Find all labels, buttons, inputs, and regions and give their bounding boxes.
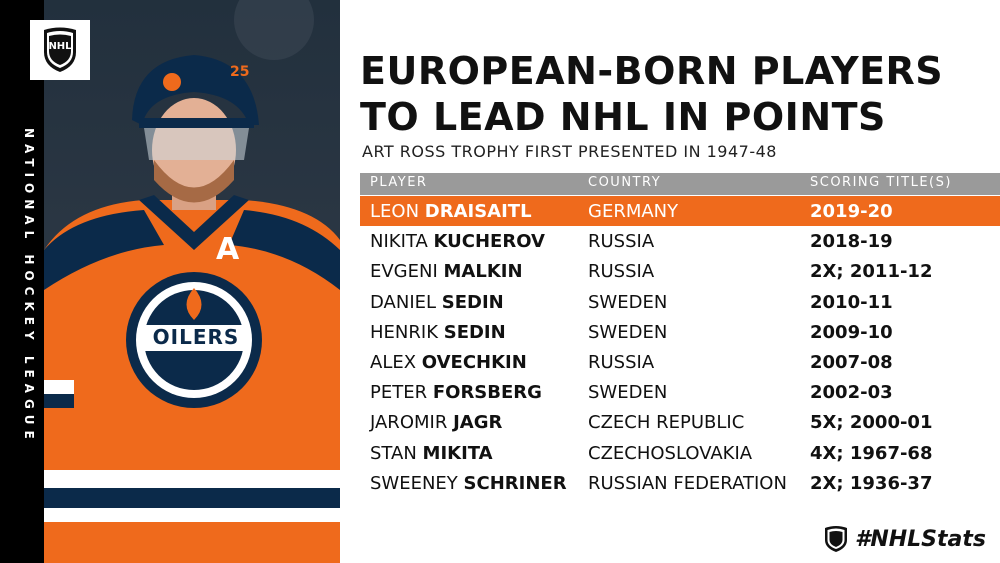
player-last-name: SEDIN xyxy=(441,291,504,313)
player-name: DANIEL SEDIN xyxy=(370,292,504,313)
table-row: PETER FORSBERG SWEDEN 2002-03 xyxy=(360,377,1000,407)
player-titles: 2X; 1936-37 xyxy=(810,472,933,494)
player-name: SWEENEY SCHRINER xyxy=(370,473,567,494)
table-row: LEON DRAISAITL GERMANY 2019-20 xyxy=(360,196,1000,227)
player-last-name: SEDIN xyxy=(443,321,506,343)
player-country: CZECH REPUBLIC xyxy=(588,412,745,434)
nhl-shield-icon xyxy=(825,526,848,552)
player-first-name: HENRIK xyxy=(370,321,438,343)
player-name: PETER FORSBERG xyxy=(370,382,542,403)
player-name: HENRIK SEDIN xyxy=(370,322,506,343)
helmet-number: 25 xyxy=(230,64,250,80)
player-last-name: KUCHEROV xyxy=(433,231,545,253)
player-country: SWEDEN xyxy=(588,321,668,343)
player-first-name: STAN xyxy=(370,442,417,464)
jersey-text: OILERS xyxy=(152,325,240,349)
table-header: PLAYER COUNTRY SCORING TITLE(S) xyxy=(360,173,1000,195)
nhl-logo-text: NHL xyxy=(48,41,72,52)
player-name: STAN MIKITA xyxy=(370,443,493,464)
captain-letter: A xyxy=(216,232,240,267)
table-row: NIKITA KUCHEROV RUSSIA 2018-19 xyxy=(360,226,1000,256)
player-country: SWEDEN xyxy=(588,291,668,313)
player-titles: 2018-19 xyxy=(810,231,893,253)
player-titles: 5X; 2000-01 xyxy=(810,412,933,434)
player-last-name: JAGR xyxy=(453,412,503,434)
player-first-name: NIKITA xyxy=(370,231,428,253)
player-name: NIKITA KUCHEROV xyxy=(370,231,545,252)
player-first-name: SWEENEY xyxy=(370,472,458,494)
player-last-name: SCHRINER xyxy=(463,472,567,494)
table-body: LEON DRAISAITL GERMANY 2019-20 NIKITA KU… xyxy=(360,196,1000,498)
player-last-name: OVECHKIN xyxy=(421,351,527,373)
player-first-name: ALEX xyxy=(370,351,417,373)
header-player: PLAYER xyxy=(370,175,428,190)
player-first-name: LEON xyxy=(370,201,420,222)
table-row: SWEENEY SCHRINER RUSSIAN FEDERATION 2X; … xyxy=(360,468,1000,498)
player-titles: 2019-20 xyxy=(810,201,893,222)
player-name: EVGENI MALKIN xyxy=(370,261,523,282)
page-subtitle: ART ROSS TROPHY FIRST PRESENTED IN 1947-… xyxy=(362,142,777,161)
player-name: LEON DRAISAITL xyxy=(370,201,532,222)
page-title: EUROPEAN-BORN PLAYERS TO LEAD NHL IN POI… xyxy=(360,48,943,140)
player-country: RUSSIA xyxy=(588,351,655,373)
title-line-2: TO LEAD NHL IN POINTS xyxy=(360,95,886,139)
player-country: RUSSIAN FEDERATION xyxy=(588,472,787,494)
player-last-name: MIKITA xyxy=(422,442,493,464)
player-country: CZECHOSLOVAKIA xyxy=(588,442,753,464)
table-row: DANIEL SEDIN SWEDEN 2010-11 xyxy=(360,287,1000,317)
table-row: JAROMIR JAGR CZECH REPUBLIC 5X; 2000-01 xyxy=(360,407,1000,437)
player-titles: 4X; 1967-68 xyxy=(810,442,933,464)
player-country: SWEDEN xyxy=(588,382,668,404)
player-country: RUSSIA xyxy=(588,231,655,253)
player-name: ALEX OVECHKIN xyxy=(370,352,527,373)
title-line-1: EUROPEAN-BORN PLAYERS xyxy=(360,49,944,93)
player-last-name: MALKIN xyxy=(443,261,523,283)
player-last-name: DRAISAITL xyxy=(424,201,532,222)
league-vertical-text: NATIONAL HOCKEY LEAGUE xyxy=(22,128,36,445)
player-photo: 25 A OILERS xyxy=(44,0,340,563)
player-titles: 2X; 2011-12 xyxy=(810,261,933,283)
player-country: GERMANY xyxy=(588,201,679,222)
player-titles: 2002-03 xyxy=(810,382,893,404)
player-illustration xyxy=(44,0,340,563)
table-row: STAN MIKITA CZECHOSLOVAKIA 4X; 1967-68 xyxy=(360,438,1000,468)
player-first-name: DANIEL xyxy=(370,291,437,313)
nhl-logo: NHL xyxy=(30,20,90,80)
player-first-name: PETER xyxy=(370,382,428,404)
table-row: ALEX OVECHKIN RUSSIA 2007-08 xyxy=(360,347,1000,377)
player-country: RUSSIA xyxy=(588,261,655,283)
player-first-name: EVGENI xyxy=(370,261,438,283)
player-first-name: JAROMIR xyxy=(370,412,448,434)
player-titles: 2009-10 xyxy=(810,321,893,343)
header-scoring-titles: SCORING TITLE(S) xyxy=(810,175,952,190)
player-titles: 2007-08 xyxy=(810,351,893,373)
content-panel: EUROPEAN-BORN PLAYERS TO LEAD NHL IN POI… xyxy=(340,0,1000,563)
sidebar-strip: NATIONAL HOCKEY LEAGUE xyxy=(0,0,44,563)
table-row: HENRIK SEDIN SWEDEN 2009-10 xyxy=(360,317,1000,347)
table-row: EVGENI MALKIN RUSSIA 2X; 2011-12 xyxy=(360,256,1000,286)
player-last-name: FORSBERG xyxy=(432,382,542,404)
hashtag-text: #NHLStats xyxy=(855,526,986,552)
header-country: COUNTRY xyxy=(588,175,662,190)
hashtag-footer: #NHLStats xyxy=(823,525,986,553)
player-name: JAROMIR JAGR xyxy=(370,412,502,433)
player-titles: 2010-11 xyxy=(810,291,893,313)
